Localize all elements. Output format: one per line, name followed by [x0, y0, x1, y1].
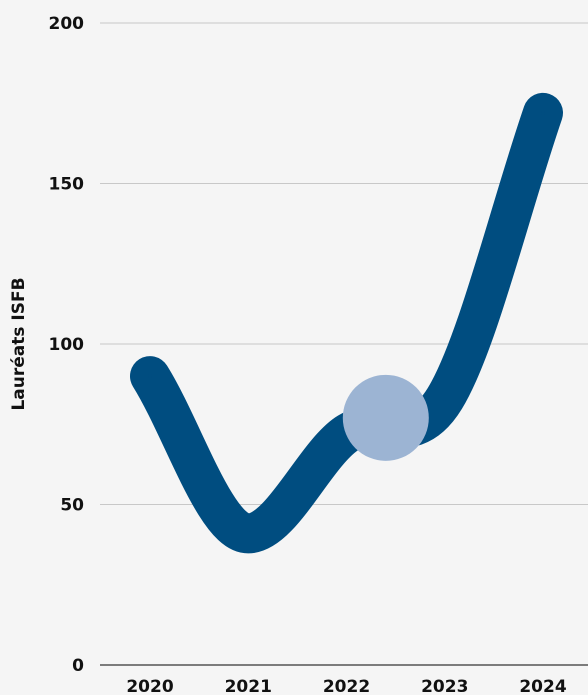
grid-layer	[100, 22, 588, 666]
highlight-marker	[342, 374, 429, 461]
x-tick-label: 2023	[421, 677, 468, 695]
y-tick-label: 150	[49, 175, 85, 195]
y-tick-label: 50	[60, 496, 84, 516]
data-point	[246, 531, 251, 536]
data-point	[541, 110, 545, 115]
x-tick-label: 2021	[225, 677, 272, 695]
y-tick-label: 0	[72, 656, 84, 676]
x-tick-label: 2024	[519, 677, 566, 695]
y-tick-label: 200	[49, 14, 85, 34]
y-axis-title: Lauréats ISFB	[9, 277, 29, 410]
data-point	[148, 374, 152, 379]
y-tick-label: 100	[49, 335, 85, 355]
x-tick-label: 2020	[126, 677, 173, 695]
x-tick-label: 2022	[323, 677, 370, 695]
x-tick-labels: 2020 2021 2022 2023 2024	[126, 677, 566, 695]
data-point	[442, 396, 447, 401]
series-line	[130, 92, 563, 554]
series-layer	[130, 92, 563, 554]
y-tick-labels: 0 50 100 150 200	[49, 14, 85, 676]
